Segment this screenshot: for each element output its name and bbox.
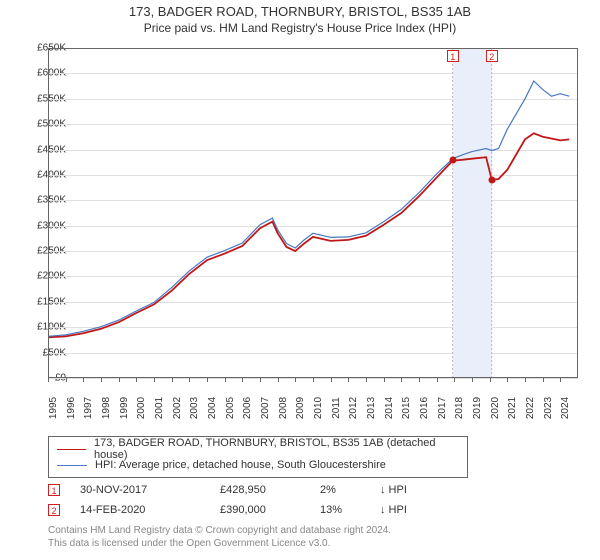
legend-swatch xyxy=(57,465,87,466)
x-axis-label: 2017 xyxy=(437,397,448,419)
x-axis-label: 2013 xyxy=(366,397,377,419)
x-axis-label: 2007 xyxy=(260,397,271,419)
plot-border xyxy=(48,48,578,378)
x-axis-label: 2015 xyxy=(401,397,412,419)
page-title: 173, BADGER ROAD, THORNBURY, BRISTOL, BS… xyxy=(0,4,600,19)
sale-direction: ↓ HPI xyxy=(380,504,407,516)
x-axis-label: 2002 xyxy=(172,397,183,419)
x-axis-label: 2006 xyxy=(242,397,253,419)
sales-row: 2 14-FEB-2020£390,00013%↓ HPI xyxy=(48,500,568,520)
x-axis-label: 1995 xyxy=(48,397,59,419)
x-axis-label: 2019 xyxy=(472,397,483,419)
x-axis-label: 2014 xyxy=(384,397,395,419)
legend-label: HPI: Average price, detached house, Sout… xyxy=(95,459,386,471)
x-axis-label: 1997 xyxy=(83,397,94,419)
x-axis-label: 2018 xyxy=(454,397,465,419)
x-axis-label: 2004 xyxy=(207,397,218,419)
sale-date: 14-FEB-2020 xyxy=(80,504,220,516)
x-axis-label: 2005 xyxy=(225,397,236,419)
footer-attribution: Contains HM Land Registry data © Crown c… xyxy=(48,524,588,550)
legend: 173, BADGER ROAD, THORNBURY, BRISTOL, BS… xyxy=(48,436,468,478)
sale-price: £390,000 xyxy=(220,504,320,516)
sale-marker: 2 xyxy=(48,504,60,516)
sale-price: £428,950 xyxy=(220,484,320,496)
sale-delta: 13% xyxy=(320,504,380,516)
x-axis-label: 2000 xyxy=(136,397,147,419)
x-axis-label: 2021 xyxy=(507,397,518,419)
x-axis-label: 2010 xyxy=(313,397,324,419)
sale-delta: 2% xyxy=(320,484,380,496)
sales-table: 1 30-NOV-2017£428,9502%↓ HPI 2 14-FEB-2020£… xyxy=(48,480,568,520)
x-axis-label: 1996 xyxy=(66,397,77,419)
x-axis-label: 2001 xyxy=(154,397,165,419)
footer-line-2: This data is licensed under the Open Gov… xyxy=(48,537,588,550)
x-axis-label: 2022 xyxy=(525,397,536,419)
x-axis-label: 2008 xyxy=(278,397,289,419)
x-axis-label: 1998 xyxy=(101,397,112,419)
sale-date: 30-NOV-2017 xyxy=(80,484,220,496)
x-axis-label: 2003 xyxy=(189,397,200,419)
sale-marker: 1 xyxy=(48,484,60,496)
x-axis: 1995 1996 1997 1998 1999 2000 2001 2002 2003 2004… xyxy=(48,378,578,438)
page-subtitle: Price paid vs. HM Land Registry's House … xyxy=(0,21,600,35)
x-axis-label: 2012 xyxy=(348,397,359,419)
sale-direction: ↓ HPI xyxy=(380,484,407,496)
x-axis-label: 1999 xyxy=(119,397,130,419)
footer-line-1: Contains HM Land Registry data © Crown c… xyxy=(48,524,588,537)
chart-plot: 12 xyxy=(48,48,578,378)
sales-row: 1 30-NOV-2017£428,9502%↓ HPI xyxy=(48,480,568,500)
x-axis-label: 2020 xyxy=(490,397,501,419)
x-axis-label: 2023 xyxy=(543,397,554,419)
x-axis-label: 2024 xyxy=(560,397,571,419)
x-axis-label: 2009 xyxy=(295,397,306,419)
legend-swatch xyxy=(57,449,86,450)
x-axis-label: 2016 xyxy=(419,397,430,419)
x-axis-label: 2011 xyxy=(331,397,342,419)
legend-item: 173, BADGER ROAD, THORNBURY, BRISTOL, BS… xyxy=(57,441,459,457)
legend-label: 173, BADGER ROAD, THORNBURY, BRISTOL, BS… xyxy=(94,437,459,461)
